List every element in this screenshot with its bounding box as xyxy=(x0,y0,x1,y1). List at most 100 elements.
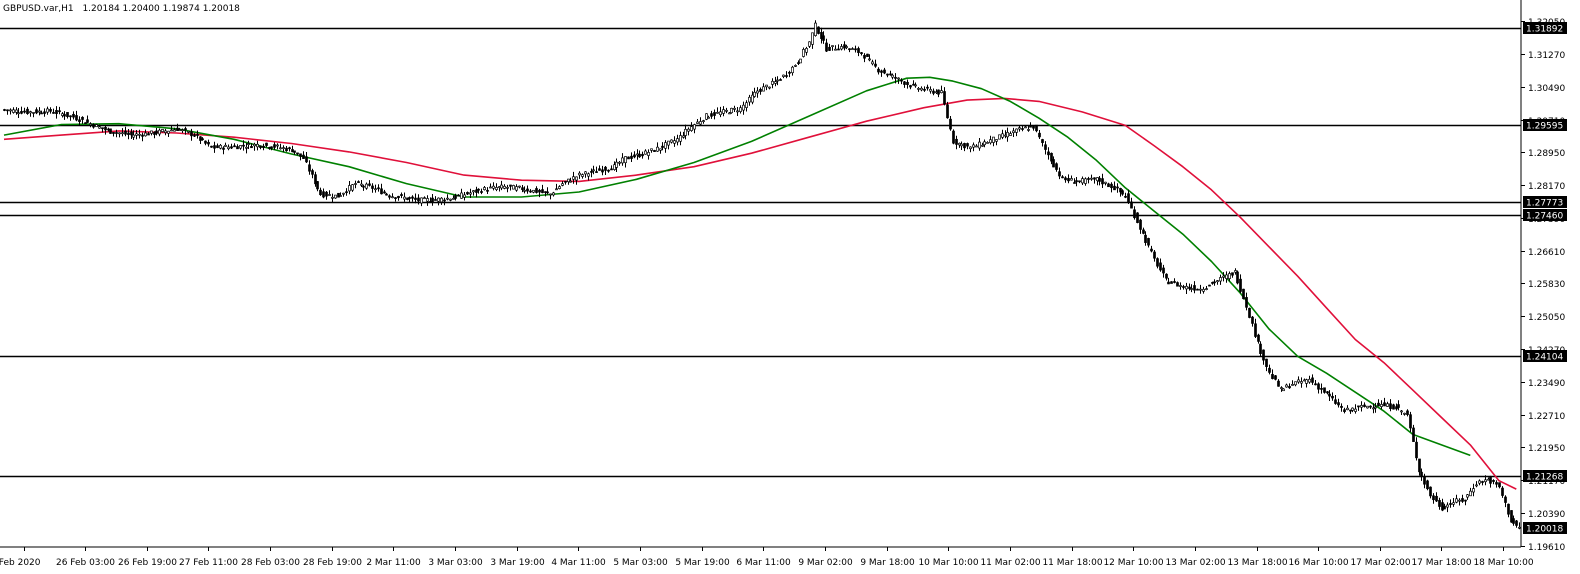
candle[interactable] xyxy=(578,171,581,179)
candle[interactable] xyxy=(989,135,992,145)
candle[interactable] xyxy=(1024,125,1027,129)
candle[interactable] xyxy=(371,183,374,193)
candle[interactable] xyxy=(213,141,216,153)
candle[interactable] xyxy=(475,186,478,198)
candle[interactable] xyxy=(1173,278,1176,284)
candle[interactable] xyxy=(909,84,912,90)
candle[interactable] xyxy=(705,113,708,121)
candle[interactable] xyxy=(308,160,311,175)
candle[interactable] xyxy=(124,126,127,137)
candle[interactable] xyxy=(889,70,892,76)
candle[interactable] xyxy=(966,142,969,150)
candle[interactable] xyxy=(774,76,777,87)
candle[interactable] xyxy=(49,107,52,114)
candle[interactable] xyxy=(567,178,570,185)
candle[interactable] xyxy=(719,106,722,118)
candle[interactable] xyxy=(676,134,679,146)
candle[interactable] xyxy=(242,140,245,151)
candle[interactable] xyxy=(1478,479,1481,486)
candle[interactable] xyxy=(1087,176,1090,184)
candle[interactable] xyxy=(342,192,345,197)
candle[interactable] xyxy=(725,107,728,114)
candle[interactable] xyxy=(644,149,647,155)
candle[interactable] xyxy=(178,127,181,131)
candle[interactable] xyxy=(1489,475,1492,488)
candle[interactable] xyxy=(222,146,225,155)
candle[interactable] xyxy=(1507,503,1510,518)
candle[interactable] xyxy=(549,193,552,200)
candle[interactable] xyxy=(109,128,112,134)
candle[interactable] xyxy=(863,53,866,63)
candle[interactable] xyxy=(1245,292,1248,311)
candle[interactable] xyxy=(417,194,420,205)
candle[interactable] xyxy=(1458,498,1461,506)
candle[interactable] xyxy=(638,150,641,158)
candle[interactable] xyxy=(615,158,618,173)
candle[interactable] xyxy=(592,165,595,175)
candle[interactable] xyxy=(63,111,66,120)
candle[interactable] xyxy=(883,67,886,75)
candle[interactable] xyxy=(1144,231,1147,246)
candle[interactable] xyxy=(17,108,20,118)
candle[interactable] xyxy=(512,184,515,190)
candle[interactable] xyxy=(981,142,984,147)
candle[interactable] xyxy=(282,145,285,153)
candle[interactable] xyxy=(779,78,782,81)
candle[interactable] xyxy=(1449,499,1452,508)
candle[interactable] xyxy=(201,137,204,141)
candle[interactable] xyxy=(1285,383,1288,388)
candle[interactable] xyxy=(437,197,440,206)
candle[interactable] xyxy=(587,172,590,181)
candle[interactable] xyxy=(1047,147,1050,160)
candle[interactable] xyxy=(1415,437,1418,461)
candle[interactable] xyxy=(992,136,995,147)
candle[interactable] xyxy=(825,38,828,52)
candle[interactable] xyxy=(1084,177,1087,186)
candle[interactable] xyxy=(1104,181,1107,186)
candle[interactable] xyxy=(874,59,877,68)
candle[interactable] xyxy=(299,153,302,161)
candle[interactable] xyxy=(759,87,762,95)
candle[interactable] xyxy=(1015,128,1018,137)
candle[interactable] xyxy=(1153,250,1156,262)
candle[interactable] xyxy=(227,144,230,151)
candle[interactable] xyxy=(687,127,690,136)
candle[interactable] xyxy=(1075,177,1078,187)
candle[interactable] xyxy=(509,184,512,191)
candle[interactable] xyxy=(667,140,670,150)
candle[interactable] xyxy=(127,129,130,140)
candle[interactable] xyxy=(949,116,952,131)
candle[interactable] xyxy=(1305,378,1308,388)
candle[interactable] xyxy=(224,142,227,147)
candle[interactable] xyxy=(1380,400,1383,410)
candle[interactable] xyxy=(776,76,779,86)
candle[interactable] xyxy=(716,107,719,114)
candle[interactable] xyxy=(584,171,587,178)
candle[interactable] xyxy=(986,141,989,144)
candle[interactable] xyxy=(360,180,363,187)
candle[interactable] xyxy=(618,161,621,166)
candle[interactable] xyxy=(529,189,532,193)
candle[interactable] xyxy=(696,119,699,124)
candle[interactable] xyxy=(279,143,282,150)
candle[interactable] xyxy=(1484,475,1487,486)
candle[interactable] xyxy=(32,112,35,118)
candle[interactable] xyxy=(699,117,702,126)
candle[interactable] xyxy=(104,125,107,135)
candle[interactable] xyxy=(1291,380,1294,386)
candle[interactable] xyxy=(288,146,291,152)
candle[interactable] xyxy=(794,64,797,67)
candle[interactable] xyxy=(328,190,331,196)
candle[interactable] xyxy=(604,166,607,175)
candle[interactable] xyxy=(707,115,710,119)
candle[interactable] xyxy=(693,123,696,134)
candle[interactable] xyxy=(500,180,503,191)
candle[interactable] xyxy=(1139,218,1142,234)
candle[interactable] xyxy=(569,177,572,183)
candle[interactable] xyxy=(362,184,365,191)
candle[interactable] xyxy=(43,108,46,117)
candle[interactable] xyxy=(190,128,193,141)
candle[interactable] xyxy=(368,180,371,187)
candle[interactable] xyxy=(1248,307,1251,319)
candle[interactable] xyxy=(866,53,869,57)
